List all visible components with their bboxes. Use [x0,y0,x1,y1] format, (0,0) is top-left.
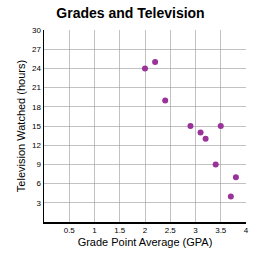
svg-text:0.5: 0.5 [64,226,76,235]
svg-text:30: 30 [32,26,41,35]
svg-text:9: 9 [36,160,41,169]
svg-text:27: 27 [32,45,41,54]
svg-text:Grade Point Average (GPA): Grade Point Average (GPA) [78,236,213,248]
svg-text:4: 4 [244,226,249,235]
svg-text:2.5: 2.5 [165,226,177,235]
svg-text:2: 2 [143,226,148,235]
svg-text:12: 12 [32,141,41,150]
svg-text:18: 18 [32,103,41,112]
svg-text:6: 6 [36,179,41,188]
svg-text:3: 3 [193,226,198,235]
svg-text:21: 21 [32,83,41,92]
svg-text:24: 24 [32,64,41,73]
svg-text:3: 3 [36,199,41,208]
svg-text:3.5: 3.5 [215,226,227,235]
svg-text:1: 1 [92,226,97,235]
svg-text:1.5: 1.5 [114,226,126,235]
svg-text:Grades and Television: Grades and Television [56,5,204,21]
svg-text:15: 15 [32,122,41,131]
svg-text:Television Watched (hours): Television Watched (hours) [15,60,27,192]
